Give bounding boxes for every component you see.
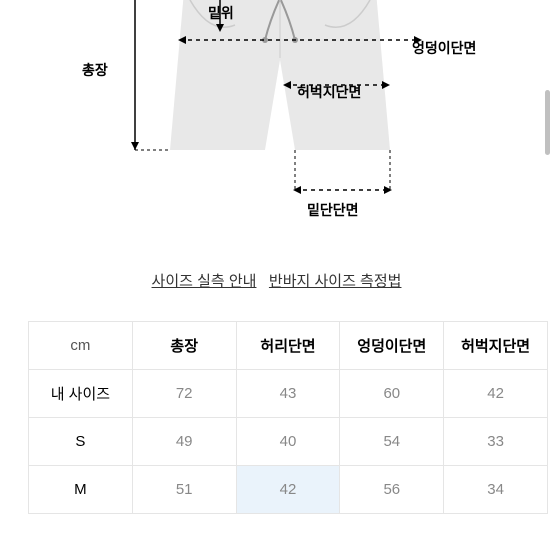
label-total-length: 총장 bbox=[82, 60, 108, 80]
table-header-row: cm 총장 허리단면 엉덩이단면 허벅지단면 bbox=[29, 322, 548, 370]
size-cell: 51 bbox=[132, 466, 236, 514]
size-cell: 72 bbox=[132, 370, 236, 418]
label-rise: 밑위 bbox=[208, 3, 234, 23]
size-cell: 40 bbox=[236, 418, 340, 466]
size-table-wrap: cm 총장 허리단면 엉덩이단면 허벅지단면 내 사이즈72436042S494… bbox=[28, 321, 553, 514]
row-label: M bbox=[29, 466, 133, 514]
size-table: cm 총장 허리단면 엉덩이단면 허벅지단면 내 사이즈72436042S494… bbox=[28, 321, 548, 514]
measurement-diagram: 총장 밑위 엉덩이단면 허벅지단면 밑단단면 bbox=[0, 0, 553, 250]
row-label: 내 사이즈 bbox=[29, 370, 133, 418]
size-cell: 42 bbox=[444, 370, 548, 418]
table-row: M51425634 bbox=[29, 466, 548, 514]
links-row: 사이즈 실측 안내 반바지 사이즈 측정법 bbox=[0, 250, 553, 321]
shorts-illustration bbox=[130, 0, 430, 220]
size-guide-link[interactable]: 사이즈 실측 안내 bbox=[152, 273, 257, 290]
label-thigh: 허벅지단면 bbox=[297, 82, 361, 102]
measurement-method-link[interactable]: 반바지 사이즈 측정법 bbox=[269, 273, 402, 290]
table-row: S49405433 bbox=[29, 418, 548, 466]
col-header: 허벅지단면 bbox=[444, 322, 548, 370]
table-row: 내 사이즈72436042 bbox=[29, 370, 548, 418]
size-cell: 49 bbox=[132, 418, 236, 466]
label-hip: 엉덩이단면 bbox=[412, 38, 476, 58]
unit-header: cm bbox=[29, 322, 133, 370]
size-cell: 34 bbox=[444, 466, 548, 514]
label-hem: 밑단단면 bbox=[307, 200, 359, 220]
col-header: 허리단면 bbox=[236, 322, 340, 370]
col-header: 총장 bbox=[132, 322, 236, 370]
col-header: 엉덩이단면 bbox=[340, 322, 444, 370]
row-label: S bbox=[29, 418, 133, 466]
size-cell: 42 bbox=[236, 466, 340, 514]
size-cell: 43 bbox=[236, 370, 340, 418]
size-cell: 56 bbox=[340, 466, 444, 514]
size-cell: 60 bbox=[340, 370, 444, 418]
scrollbar-thumb[interactable] bbox=[545, 90, 550, 155]
size-cell: 54 bbox=[340, 418, 444, 466]
size-cell: 33 bbox=[444, 418, 548, 466]
